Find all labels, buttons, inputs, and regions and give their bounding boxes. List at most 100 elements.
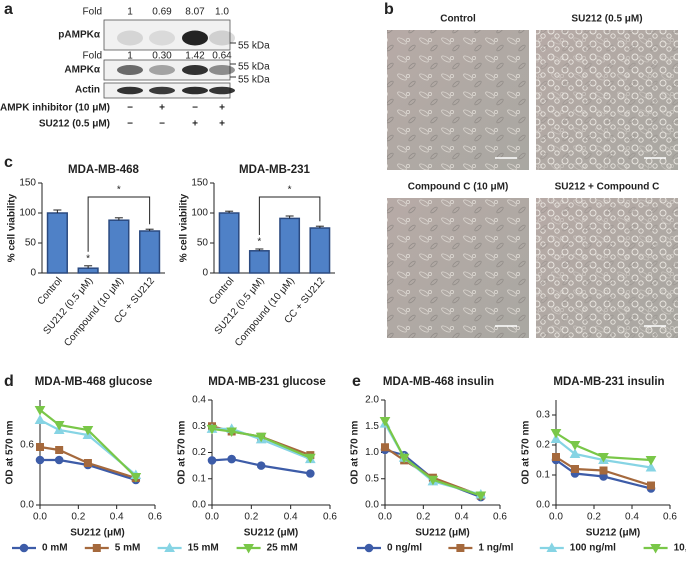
treatment-label: AMPK inhibitor (10 μM) xyxy=(0,103,110,114)
blot-band xyxy=(209,30,235,46)
micrograph-title: SU212 (0.5 μM) xyxy=(571,14,642,25)
marker xyxy=(379,417,391,427)
y-tick-label: 150 xyxy=(19,178,36,189)
size-marker: 55 kDa xyxy=(238,62,270,73)
marker xyxy=(83,459,92,467)
marker xyxy=(647,481,655,490)
fold-value: 0.30 xyxy=(152,51,172,62)
blot-row-label: Actin xyxy=(75,85,100,96)
marker xyxy=(598,453,609,463)
fold-value: 1 xyxy=(127,51,133,62)
marker xyxy=(92,544,101,552)
marker xyxy=(255,432,267,443)
error-bar xyxy=(255,248,264,251)
series-line xyxy=(211,427,311,459)
x-axis-label: SU212 (μM) xyxy=(415,528,469,539)
blot-band xyxy=(117,65,143,75)
marker xyxy=(19,543,29,553)
y-tick-label: 0.4 xyxy=(192,395,206,406)
size-marker: 55 kDa xyxy=(238,75,270,86)
panel-label: d xyxy=(4,373,14,390)
x-tick-label: 0.2 xyxy=(416,512,430,523)
y-tick-label: 1.0 xyxy=(365,447,379,458)
bar xyxy=(77,267,99,274)
fold-value: 1 xyxy=(127,7,133,18)
x-tick-label: 0.6 xyxy=(323,512,337,523)
treatment-label: SU212 (0.5 μM) xyxy=(39,119,110,130)
x-tick-label: 0.6 xyxy=(663,512,677,523)
error-bar xyxy=(145,228,154,231)
marker xyxy=(36,443,44,451)
fold-value: 0.69 xyxy=(152,7,172,18)
y-tick-label: 0.2 xyxy=(536,440,550,451)
y-tick-label: 0.1 xyxy=(536,470,550,481)
error-bar xyxy=(84,265,93,269)
y-tick-label: 0 xyxy=(30,268,36,279)
bracket xyxy=(87,196,151,252)
x-tick-label: 0.0 xyxy=(33,512,47,523)
error-bar xyxy=(225,210,234,213)
x-tick-label: 0.4 xyxy=(284,512,298,523)
y-tick-label: 0.2 xyxy=(192,447,206,458)
marker xyxy=(55,446,64,454)
y-tick-label: 150 xyxy=(191,178,208,189)
treatment-sign: − xyxy=(127,103,133,114)
x-tick-label: 0.0 xyxy=(378,512,392,523)
y-tick-label: 2.0 xyxy=(365,395,379,406)
y-axis-label: OD at 570 nm xyxy=(350,420,361,484)
marker xyxy=(569,441,581,451)
blot-band xyxy=(182,86,208,95)
blot-frame xyxy=(103,19,231,51)
y-tick-label: 0.6 xyxy=(20,440,34,451)
blot-band xyxy=(182,30,208,46)
size-marker: 55 kDa xyxy=(238,41,270,52)
x-tick-label: 0.0 xyxy=(205,512,219,523)
legend-label: 5 mM xyxy=(115,543,141,554)
bar xyxy=(248,250,270,274)
marker xyxy=(304,453,316,464)
y-tick-label: 0.0 xyxy=(536,500,550,511)
x-axis-label: SU212 (μM) xyxy=(586,528,640,539)
blot-band xyxy=(149,86,175,95)
error-bar xyxy=(285,215,294,219)
y-tick-label: 0 xyxy=(202,268,208,279)
x-tick-label: 0.6 xyxy=(493,512,507,523)
marker xyxy=(306,469,315,478)
series-line xyxy=(555,456,652,487)
blot-row-label: AMPKα xyxy=(64,65,100,76)
marker xyxy=(256,461,266,470)
micrograph-texture xyxy=(536,30,678,170)
treatment-sign: − xyxy=(159,119,165,130)
marker xyxy=(227,454,236,464)
fold-value: 8.07 xyxy=(185,7,205,18)
series-line xyxy=(555,432,652,462)
fold-label: Fold xyxy=(83,7,102,18)
error-bar xyxy=(53,209,62,213)
y-tick-label: 100 xyxy=(19,208,36,219)
y-axis-label: % cell viability xyxy=(7,193,18,262)
y-axis-label: OD at 570 nm xyxy=(177,420,188,484)
series-line xyxy=(39,445,137,480)
marker xyxy=(34,406,46,416)
blot-band xyxy=(209,65,235,75)
marker xyxy=(398,453,410,464)
marker xyxy=(546,542,558,552)
series-line xyxy=(555,459,652,490)
legend-label: 100 ng/ml xyxy=(570,543,616,554)
y-tick-label: 50 xyxy=(197,238,209,249)
bar xyxy=(46,212,68,274)
marker xyxy=(34,414,46,424)
chart-title: MDA-MB-231 xyxy=(239,164,311,176)
marker xyxy=(475,491,487,502)
x-tick-label: 0.6 xyxy=(148,512,162,523)
micrograph-title: SU212 + Compound C xyxy=(555,182,660,193)
blot-row-label: pAMPKα xyxy=(58,30,101,41)
y-tick-label: 50 xyxy=(25,238,37,249)
y-axis-label: % cell viability xyxy=(179,193,190,262)
marker xyxy=(456,544,465,552)
chart-title: MDA-MB-468 xyxy=(68,164,140,176)
legend-label: 25 mM xyxy=(267,543,298,554)
panel-label: a xyxy=(4,1,13,18)
blot-band xyxy=(117,86,143,95)
treatment-sign: + xyxy=(192,119,198,130)
